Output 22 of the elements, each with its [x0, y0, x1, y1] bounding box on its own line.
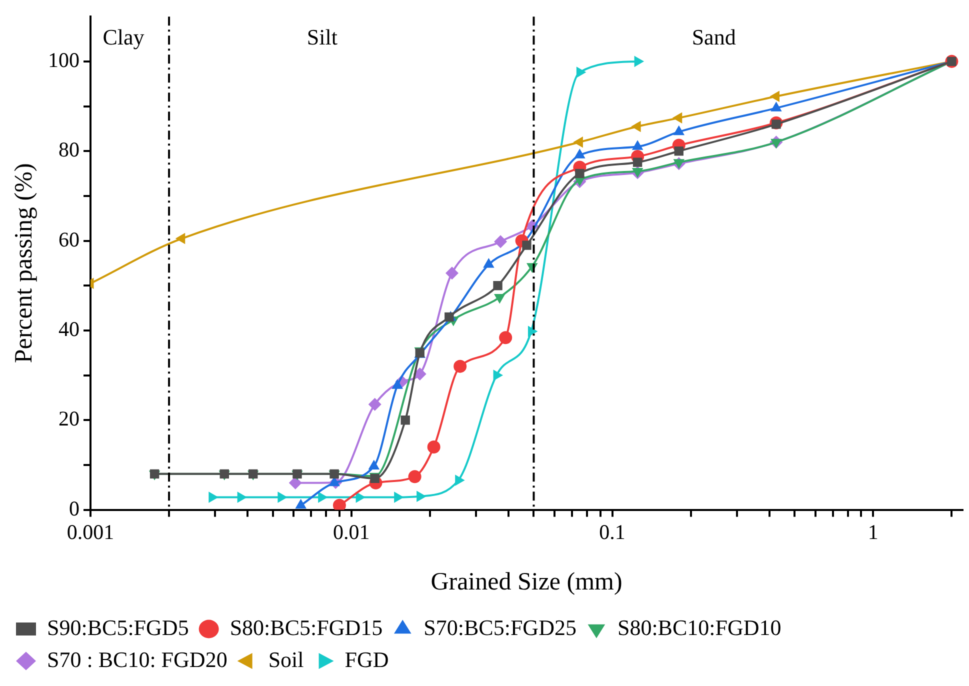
y-tick-label: 100 — [48, 48, 80, 72]
x-axis-title: Grained Size (mm) — [430, 568, 622, 596]
y-tick-label: 60 — [58, 227, 80, 252]
legend-label: S80:BC5:FGD15 — [230, 614, 383, 640]
x-tick-label: 0.01 — [333, 520, 370, 544]
y-axis-title: Percent passing (%) — [10, 163, 38, 364]
x-tick-label: 1 — [868, 520, 878, 544]
legend-label: S70 : BC10: FGD20 — [47, 646, 228, 672]
annotation: Sand — [692, 24, 736, 50]
y-tick-label: 80 — [58, 138, 80, 162]
y-tick-label: 20 — [58, 406, 80, 431]
annotation: Clay — [102, 24, 144, 50]
x-tick-label: 0.001 — [66, 520, 114, 544]
legend-label: S80:BC10:FGD10 — [617, 614, 782, 640]
annotation: Silt — [306, 24, 338, 50]
legend-label: Soil — [268, 646, 304, 672]
legend-label: S90:BC5:FGD5 — [47, 614, 189, 640]
x-tick-label: 0.1 — [599, 520, 626, 544]
y-tick-label: 40 — [58, 316, 80, 341]
legend-label: FGD — [344, 646, 389, 672]
legend-label: S70:BC5:FGD25 — [424, 614, 576, 640]
y-tick-label: 0 — [69, 496, 80, 520]
